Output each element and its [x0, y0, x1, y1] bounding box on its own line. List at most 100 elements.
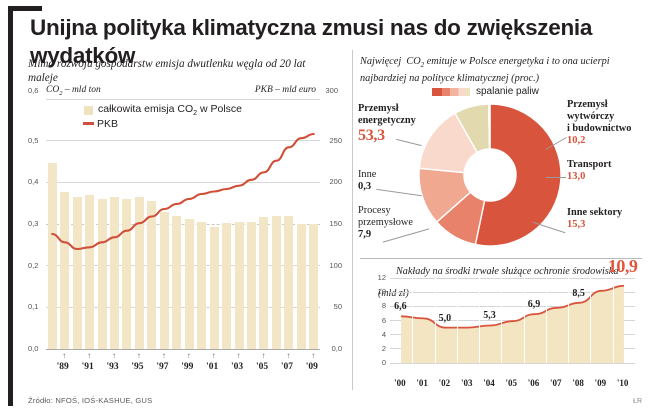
category-separator — [545, 278, 547, 363]
x-tick-arrow-icon: ↑ — [186, 351, 191, 360]
gridline — [46, 265, 320, 267]
bar — [284, 216, 294, 349]
category-separator — [456, 278, 458, 363]
bar — [197, 221, 207, 349]
bar — [122, 199, 132, 349]
label-manufacturing: Przemysł wytwórczy i budownictwo 10,2 — [567, 99, 632, 146]
x-tick-label: '05 — [505, 378, 518, 388]
x-tick-arrow-icon: ↑ — [161, 351, 166, 360]
bar — [110, 196, 119, 349]
spending-chart-plot: 0 2 4 6 8 10 12 '00 '01 '02 '03 '04 '05 '06 '07 '08 '09 '… — [378, 256, 638, 388]
x-tick-arrow-icon: ↑ — [236, 351, 241, 360]
left-chart-legend: całkowita emisja CO2 w Polsce PKB — [83, 103, 242, 130]
label-other-sectors: Inne sektory 15,3 — [567, 207, 623, 230]
data-label: 6,9 — [527, 299, 541, 311]
gridline — [46, 181, 320, 183]
x-tick-label: '97 — [156, 362, 169, 372]
x-tick-label: '00 — [394, 378, 406, 388]
left-chart-lead: Mimo rozwoju gospodarstw emisja dwutlenk… — [28, 58, 306, 84]
y2-tick-label: 100 — [329, 260, 342, 270]
y-tick-label: 4 — [381, 329, 386, 339]
category-separator — [412, 278, 414, 363]
y-axis-title-right: PKB – mld euro — [254, 85, 316, 95]
x-tick-arrow-icon: ↑ — [87, 351, 92, 360]
x-tick-label: '04 — [483, 378, 495, 388]
x-tick-label: '07 — [550, 378, 562, 388]
x-tick-label: '95 — [131, 362, 144, 372]
y-tick-label: 0,1 — [28, 302, 39, 312]
category-separator — [612, 278, 614, 363]
x-tick-label: '89 — [56, 362, 69, 372]
left-chart-panel: Mimo rozwoju gospodarstw emisja dwutlenk… — [28, 57, 342, 397]
y2-tick-label: 50 — [333, 302, 342, 312]
gridline — [390, 277, 635, 279]
x-tick-label: '06 — [527, 378, 540, 388]
corner-rule-left — [8, 6, 13, 406]
area-line — [401, 284, 624, 329]
x-tick-label: '07 — [280, 362, 293, 372]
category-separator — [568, 278, 570, 363]
gridline — [46, 306, 320, 308]
x-tick-label: '10 — [616, 378, 629, 388]
pkb-line-series — [51, 132, 315, 251]
x-tick-arrow-icon: ↑ — [211, 351, 216, 360]
x-tick-label: '93 — [106, 362, 119, 372]
x-tick-label: '01 — [206, 362, 219, 372]
bar — [72, 197, 82, 349]
bar — [97, 199, 107, 349]
label-industrial-processes: Procesy przemysłowe 7,9 — [358, 205, 413, 240]
x-tick-label: '99 — [181, 362, 194, 372]
x-tick-label: '03 — [460, 378, 473, 388]
category-separator — [479, 278, 481, 363]
y2-tick-label: 0,0 — [331, 344, 342, 353]
bar — [271, 216, 281, 349]
donut-chart — [415, 100, 565, 250]
gridline — [390, 362, 635, 364]
y-tick-label: 6 — [381, 315, 386, 325]
spending-lead: Nakłady na środki trwałe służące ochroni… — [396, 266, 619, 277]
x-tick-arrow-icon: ↑ — [286, 351, 291, 360]
y-tick-label: 2 — [381, 343, 386, 353]
x-tick-arrow-icon: ↑ — [261, 351, 266, 360]
y2-tick-label: 250 — [329, 135, 342, 145]
x-tick-label: '09 — [305, 362, 318, 372]
y-tick-label: 0,2 — [28, 260, 39, 270]
y-tick-label: 0,3 — [28, 219, 39, 228]
spending-chart-panel: Nakłady na środki trwałe służące ochroni… — [360, 256, 645, 396]
x-tick-arrow-icon: ↑ — [311, 351, 316, 360]
bar-series — [46, 99, 320, 349]
legend-item-line: PKB — [83, 117, 242, 130]
corner-rule-top — [8, 6, 42, 11]
x-tick-arrow-icon: ↑ — [136, 351, 141, 360]
legend-line-icon — [83, 122, 94, 125]
data-label: 8,5 — [572, 287, 585, 299]
bar — [184, 219, 194, 349]
y-tick-label: 8 — [381, 301, 386, 311]
y2-tick-label: 150 — [329, 219, 342, 228]
x-tick-arrow-icon: ↑ — [112, 351, 116, 360]
bar — [259, 216, 269, 349]
bar — [209, 226, 219, 349]
bar — [309, 224, 319, 349]
x-tick-label: '09 — [594, 378, 607, 388]
label-other: Inne 0,3 — [358, 169, 377, 192]
bar — [234, 222, 244, 349]
horizontal-divider — [360, 258, 642, 259]
spending-unit-label: (mld zł) — [378, 288, 409, 299]
bar — [60, 191, 70, 349]
page-title: Unijna polityka klimatyczna zmusi nas do… — [30, 15, 593, 68]
y-tick-label: 0,4 — [28, 177, 39, 187]
category-separator — [434, 278, 436, 363]
y-tick-label: 10 — [377, 287, 386, 297]
legend-swatch-icon — [84, 106, 93, 115]
legend-label-line: PKB — [97, 117, 119, 130]
x-tick-label: '02 — [438, 378, 451, 388]
data-label: 5,0 — [438, 312, 452, 324]
y-tick-label: 0 — [381, 358, 386, 367]
x-tick-label: '01 — [416, 378, 428, 388]
donut-chart-panel: Najwięcej CO2 emituje w Polsce energetyk… — [358, 55, 645, 255]
label-energy: Przemysł energetyczny 53,3 — [358, 103, 416, 144]
x-tick-label: '08 — [572, 378, 584, 388]
bar — [222, 222, 232, 349]
y-tick-label: 0,5 — [28, 135, 39, 145]
